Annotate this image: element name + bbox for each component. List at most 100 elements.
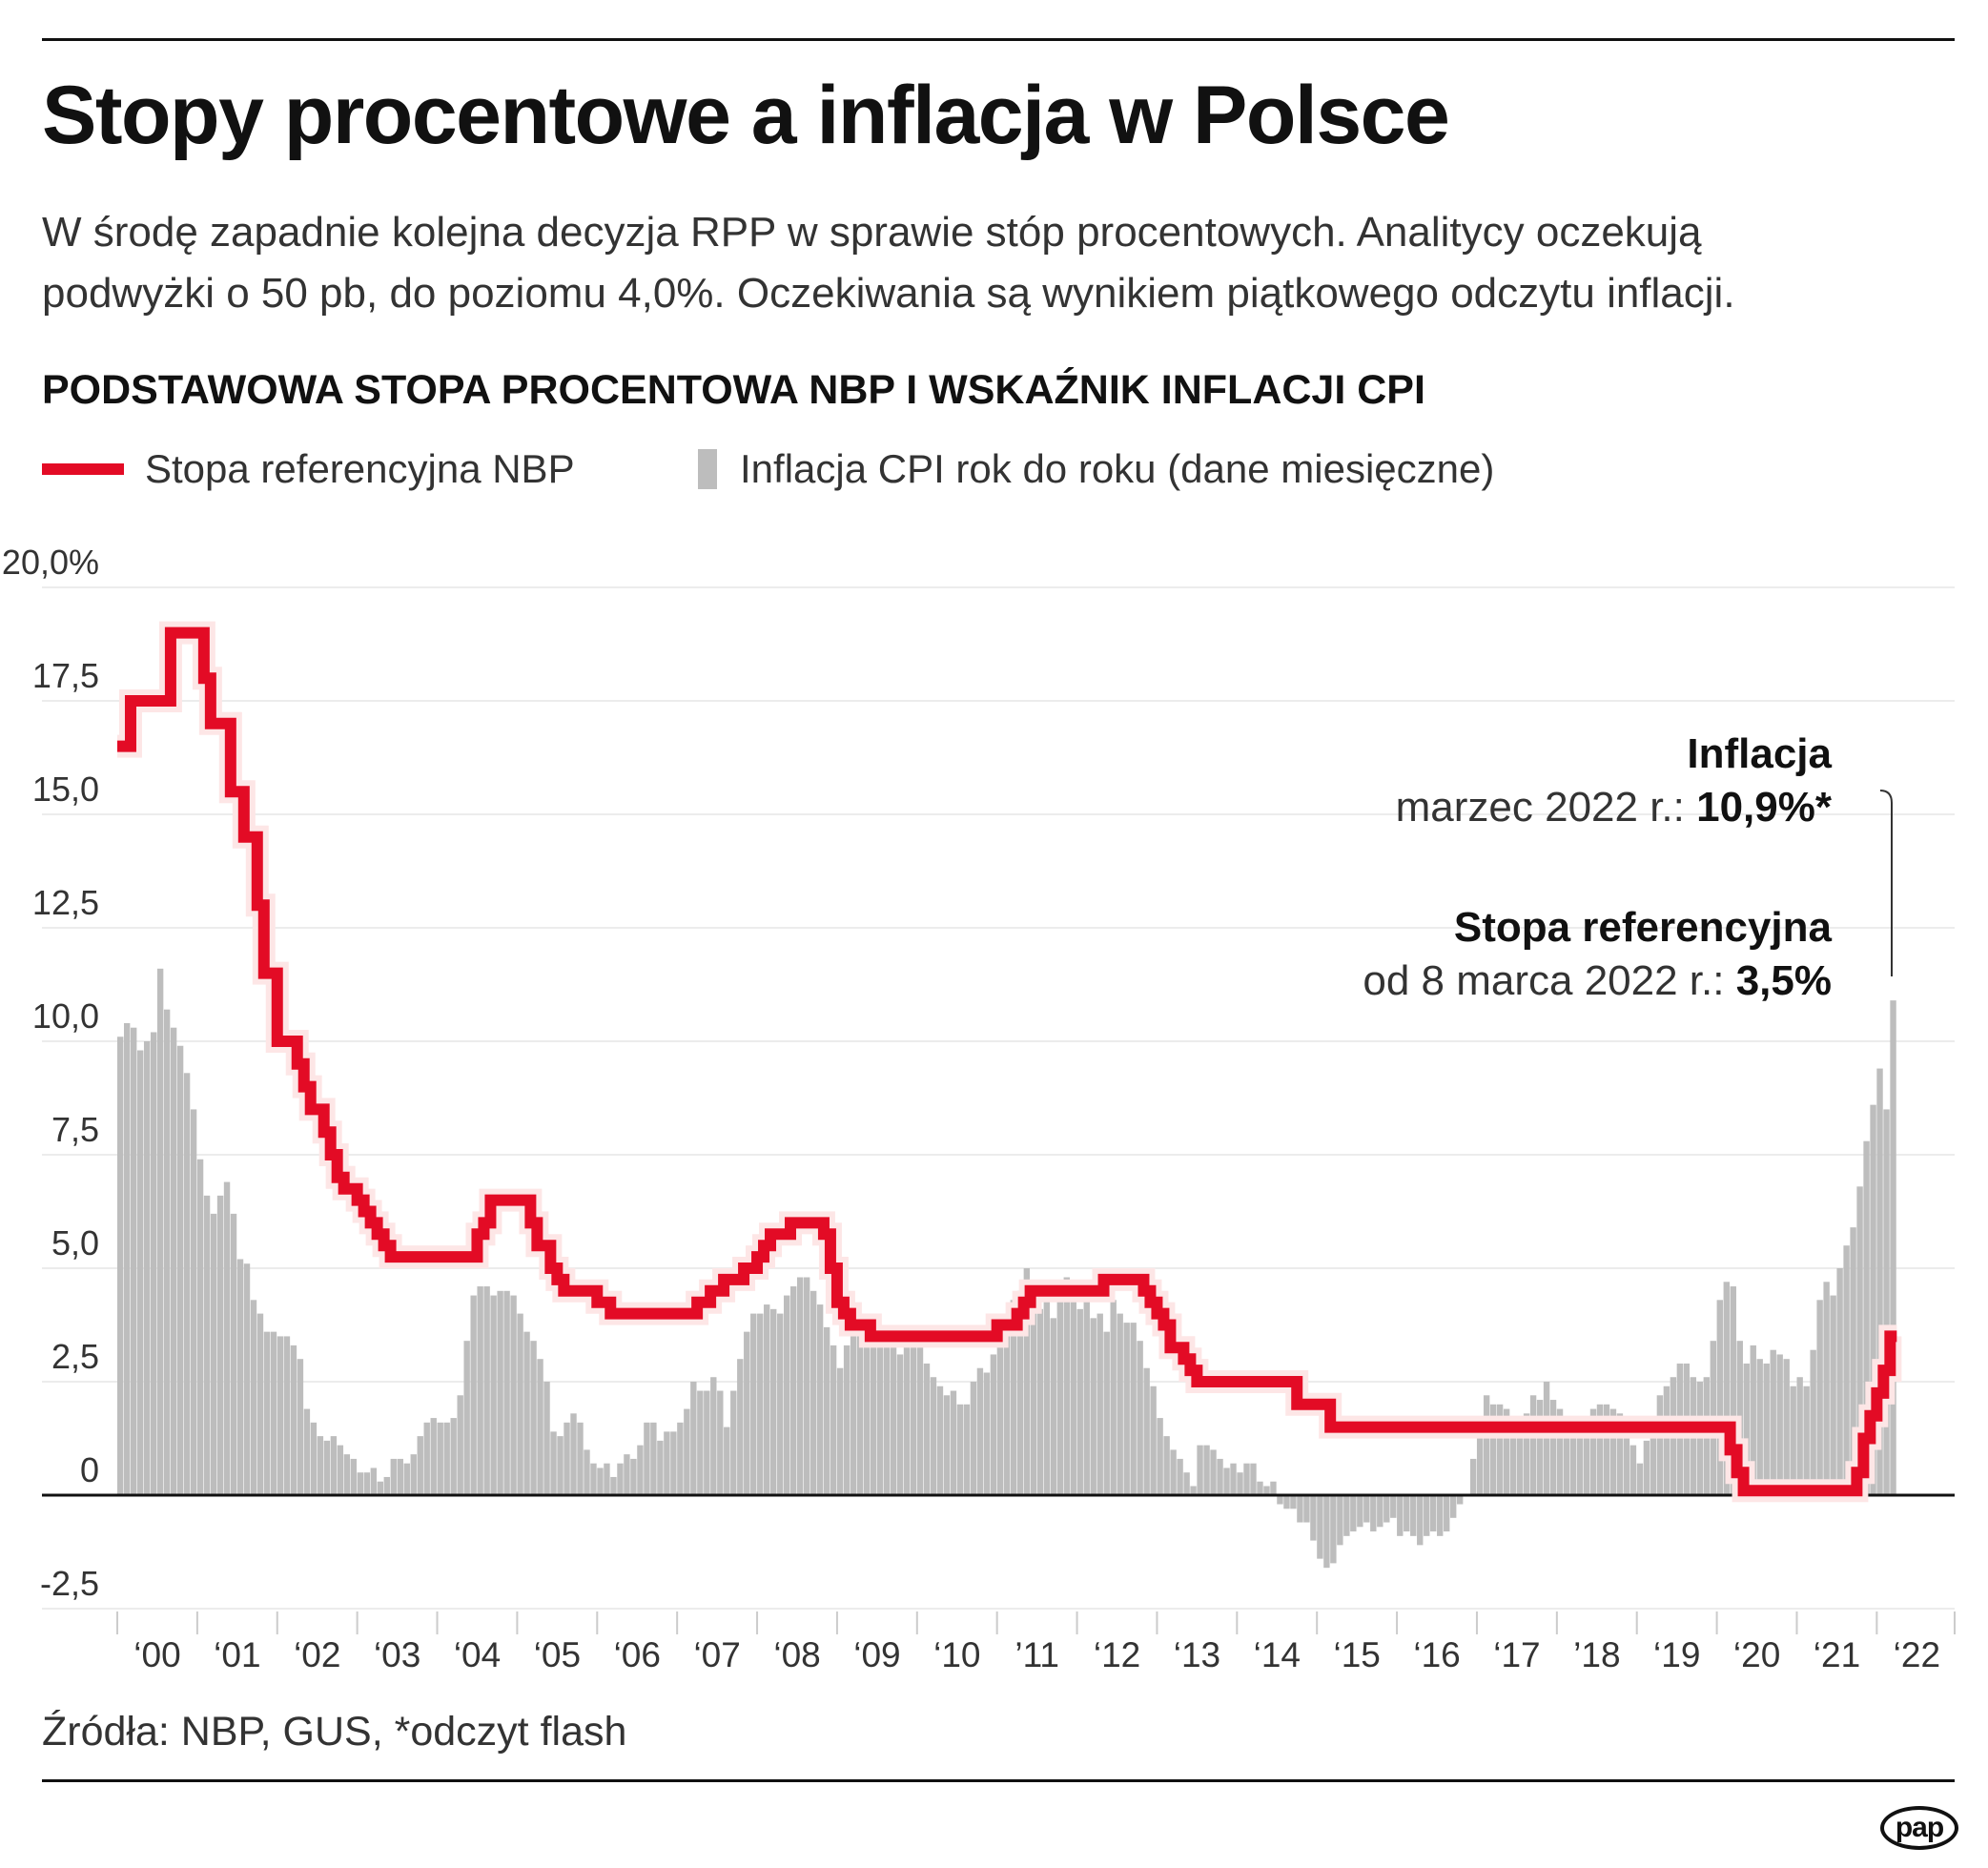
cpi-bar	[230, 1213, 237, 1495]
x-tick-label: ‘00	[133, 1635, 180, 1674]
cpi-bar	[697, 1390, 704, 1495]
cpi-bar	[1377, 1495, 1383, 1528]
cpi-bar	[1603, 1404, 1610, 1495]
y-tick-label: 7,5	[51, 1110, 99, 1149]
cpi-bar	[1756, 1359, 1763, 1495]
cpi-bar	[517, 1313, 523, 1495]
cpi-bar	[1056, 1300, 1063, 1495]
cpi-bar	[710, 1377, 717, 1495]
cpi-bar	[530, 1341, 537, 1495]
cpi-bar	[963, 1404, 971, 1495]
cpi-bar	[684, 1408, 690, 1495]
cpi-bar	[1810, 1349, 1816, 1495]
cpi-bar	[1750, 1345, 1756, 1495]
cpi-bar	[397, 1458, 403, 1495]
cpi-bar	[976, 1367, 984, 1495]
cpi-bar	[543, 1382, 550, 1495]
rate-line	[117, 626, 1897, 1497]
cpi-bar	[1444, 1495, 1450, 1532]
cpi-bar	[903, 1345, 911, 1495]
cpi-bar	[990, 1354, 997, 1495]
cpi-bar	[143, 1041, 151, 1495]
cpi-bar	[657, 1440, 664, 1495]
cpi-bar	[1730, 1286, 1736, 1495]
cpi-bar	[870, 1336, 877, 1495]
cpi-bar	[610, 1476, 617, 1495]
cpi-bar	[363, 1472, 371, 1495]
cpi-bar	[876, 1331, 884, 1495]
x-tick-label: ‘21	[1814, 1635, 1860, 1674]
legend-label: Stopa referencyjna NBP	[145, 446, 575, 491]
cpi-bar	[1503, 1408, 1510, 1495]
x-tick-label: ’18	[1573, 1635, 1620, 1674]
cpi-bar	[664, 1431, 670, 1495]
cpi-bar	[1090, 1318, 1096, 1495]
cpi-bar	[983, 1372, 991, 1495]
x-tick-label: ‘13	[1174, 1635, 1220, 1674]
cpi-bar	[290, 1345, 297, 1495]
cpi-bar	[370, 1468, 378, 1495]
cpi-bar	[1130, 1323, 1137, 1495]
cpi-bar	[510, 1295, 517, 1495]
cpi-bar	[236, 1259, 244, 1495]
cpi-bar	[1323, 1495, 1330, 1569]
cpi-bar	[223, 1181, 231, 1495]
x-tick-label: ‘19	[1653, 1635, 1700, 1674]
cpi-bar	[1456, 1495, 1464, 1505]
cpi-bar	[1103, 1331, 1110, 1495]
y-tick-label: 10,0	[32, 996, 99, 1036]
cpi-bar	[1170, 1449, 1177, 1495]
cpi-bar	[1050, 1318, 1056, 1495]
cpi-bar	[630, 1458, 637, 1495]
cpi-bar	[1303, 1495, 1310, 1523]
cpi-bar	[1629, 1445, 1637, 1495]
y-tick-label: 15,0	[32, 770, 99, 809]
cpi-bar	[1523, 1413, 1530, 1495]
cpi-bar	[250, 1300, 257, 1495]
cpi-bar	[243, 1263, 251, 1495]
cpi-bar	[537, 1359, 543, 1495]
cpi-bar	[1390, 1495, 1397, 1518]
cpi-bar	[1823, 1282, 1830, 1495]
cpi-bar	[1410, 1495, 1417, 1536]
cpi-bar	[117, 1037, 124, 1495]
cpi-bar	[584, 1449, 590, 1495]
cpi-bar	[1243, 1463, 1250, 1495]
cpi-bar	[1137, 1341, 1143, 1495]
cpi-bar	[590, 1463, 597, 1495]
cpi-bar	[1350, 1495, 1357, 1532]
cpi-bar	[1556, 1408, 1564, 1495]
cpi-bar	[950, 1390, 957, 1495]
cpi-bar	[317, 1436, 324, 1495]
cpi-bar	[724, 1427, 730, 1495]
annotation-text: od 8 marca 2022 r.:	[1363, 957, 1736, 1004]
cpi-bar	[1783, 1359, 1790, 1495]
cpi-bar	[430, 1418, 437, 1495]
cpi-bar	[1010, 1300, 1017, 1495]
cpi-bar	[923, 1363, 931, 1495]
cpi-bar	[757, 1313, 764, 1495]
cpi-bar	[523, 1331, 530, 1495]
annotation-text: marzec 2022 r.:	[1395, 784, 1697, 831]
cpi-bar	[483, 1286, 490, 1495]
x-tick-label: ‘07	[693, 1635, 740, 1674]
cpi-bar	[1583, 1418, 1590, 1495]
cpi-bar	[1237, 1472, 1243, 1495]
cpi-bar	[470, 1295, 477, 1495]
cpi-bar	[1063, 1277, 1070, 1495]
x-tick-label: ‘09	[853, 1635, 900, 1674]
cpi-bar	[190, 1109, 197, 1495]
cpi-bar	[810, 1290, 817, 1495]
cpi-bar	[617, 1463, 624, 1495]
cpi-bar	[777, 1313, 784, 1495]
cpi-bar	[1616, 1413, 1624, 1495]
cpi-bar	[1357, 1495, 1363, 1528]
subtitle: W środę zapadnie kolejna decyzja RPP w s…	[42, 202, 1958, 324]
cpi-bar	[1723, 1282, 1730, 1495]
cpi-bar	[830, 1345, 837, 1495]
cpi-bar	[1870, 1104, 1876, 1495]
cpi-bar	[1589, 1408, 1597, 1495]
cpi-bar	[744, 1331, 750, 1495]
cpi-bar	[263, 1331, 271, 1495]
